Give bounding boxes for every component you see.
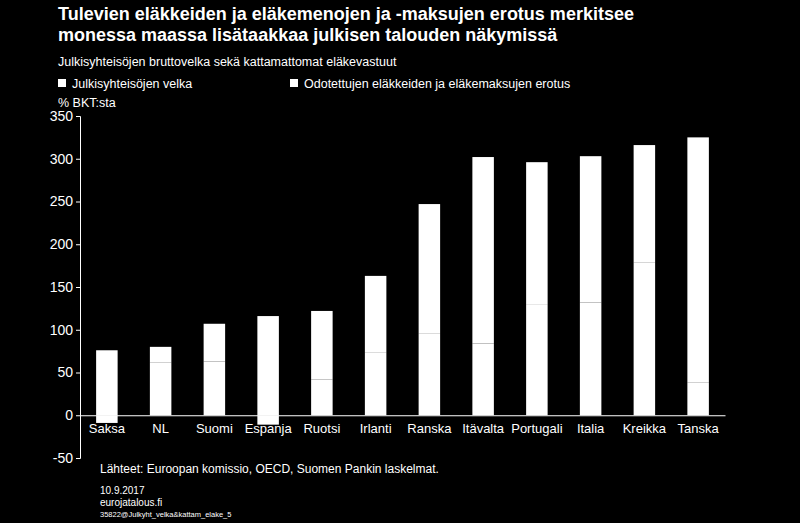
tick-label: 150: [50, 279, 74, 295]
bar: [365, 276, 387, 353]
bar: [204, 361, 226, 415]
tick-label: NL: [152, 421, 169, 436]
tick: Italia: [577, 415, 605, 436]
tick-label: Saksa: [89, 421, 126, 436]
tick: Kreikka: [623, 415, 667, 436]
tick-label: 100: [50, 322, 74, 338]
bar: [311, 379, 333, 415]
tick-label: Tanska: [678, 421, 720, 436]
bar: [687, 383, 709, 415]
bar: [526, 304, 548, 415]
tick-mark: [76, 202, 80, 203]
subtitle: Julkisyhteisöjen bruttovelka sekä kattam…: [58, 55, 397, 69]
chart: Tulevien eläkkeiden ja eläkemenojen ja -…: [0, 0, 800, 523]
tick-mark: [76, 330, 80, 331]
tick: -50: [53, 450, 80, 466]
bar: [150, 362, 172, 415]
bar: [580, 302, 602, 415]
tick: 150: [50, 279, 80, 295]
tick: 350: [50, 108, 80, 124]
source: Lähteet: Euroopan komissio, OECD, Suomen…: [100, 462, 439, 476]
legend-item: Odotettujen eläkkeiden ja eläkemaksujen …: [290, 77, 570, 91]
tick-label: 300: [50, 151, 74, 167]
background: [0, 0, 800, 523]
tick-label: -50: [53, 450, 73, 466]
legend-marker: [290, 79, 298, 87]
bar: [419, 333, 441, 415]
legend-label: Odotettujen eläkkeiden ja eläkemaksujen …: [304, 77, 570, 91]
legend-marker: [58, 79, 66, 87]
tick-label: 200: [50, 236, 74, 252]
tick-label: 250: [50, 193, 74, 209]
tick: 300: [50, 151, 80, 167]
bar: [365, 353, 387, 415]
bar: [634, 145, 656, 262]
tick-label: 350: [50, 108, 74, 124]
file-id: 35822@Julkyht_velka&kattam_elake_5: [100, 510, 231, 519]
tick: Portugali: [511, 415, 562, 436]
legend-item: Julkisyhteisöjen velka: [58, 77, 192, 91]
tick-label: Espanja: [245, 421, 293, 436]
tick-label: Ruotsi: [303, 421, 340, 436]
title: monessa maassa lisätaakkaa julkisen talo…: [58, 25, 558, 45]
tick-label: Irlanti: [360, 421, 392, 436]
x-axis: Saksa NL Suomi Espanja Ruotsi Irlanti Ranska It…: [81, 415, 726, 436]
tick-label: Portugali: [511, 421, 562, 436]
legend-label: Julkisyhteisöjen velka: [72, 77, 192, 91]
tick: Suomi: [196, 415, 233, 436]
tick: Ranska: [407, 415, 452, 436]
tick-mark: [76, 415, 80, 416]
bars: [96, 137, 709, 424]
bar: [472, 157, 494, 343]
tick: Tanska: [678, 415, 720, 436]
tick-mark: [76, 159, 80, 160]
tick-label: Kreikka: [623, 421, 667, 436]
tick: Itävalta: [462, 415, 505, 436]
date: 10.9.2017: [100, 485, 145, 496]
website: eurojatalous.fi: [100, 497, 162, 508]
bar: [526, 162, 548, 304]
tick: NL: [152, 415, 169, 436]
axis-line: [76, 117, 81, 459]
y-axis: -50 0 50 100 150 200 250 300 350: [50, 108, 81, 466]
tick: 100: [50, 322, 80, 338]
tick: 200: [50, 236, 80, 252]
bar: [257, 316, 279, 415]
tick-label: 0: [65, 407, 73, 423]
tick-mark: [76, 373, 80, 374]
tick-mark: [76, 287, 80, 288]
tick: 250: [50, 193, 80, 209]
tick-label: Italia: [577, 421, 605, 436]
axis-line: [81, 415, 726, 416]
tick: 0: [65, 407, 80, 423]
tick: Irlanti: [360, 415, 392, 436]
tick-mark: [76, 116, 80, 117]
tick: Saksa: [89, 415, 126, 436]
tick-label: Suomi: [196, 421, 233, 436]
bar: [634, 262, 656, 415]
title: Tulevien eläkkeiden ja eläkemenojen ja -…: [58, 4, 634, 24]
tick-label: Ranska: [407, 421, 452, 436]
bar: [687, 137, 709, 382]
tick-label: 50: [57, 364, 73, 380]
tick: Ruotsi: [303, 415, 340, 436]
tick: 50: [57, 364, 80, 380]
bar: [419, 204, 441, 333]
tick-mark: [76, 458, 80, 459]
bar: [204, 324, 226, 362]
bar: [580, 156, 602, 302]
tick-label: Itävalta: [462, 421, 505, 436]
bar: [96, 350, 118, 415]
bar: [472, 343, 494, 415]
bar: [150, 347, 172, 362]
tick-mark: [76, 244, 80, 245]
bar: [311, 311, 333, 379]
tick: Espanja: [245, 415, 293, 436]
